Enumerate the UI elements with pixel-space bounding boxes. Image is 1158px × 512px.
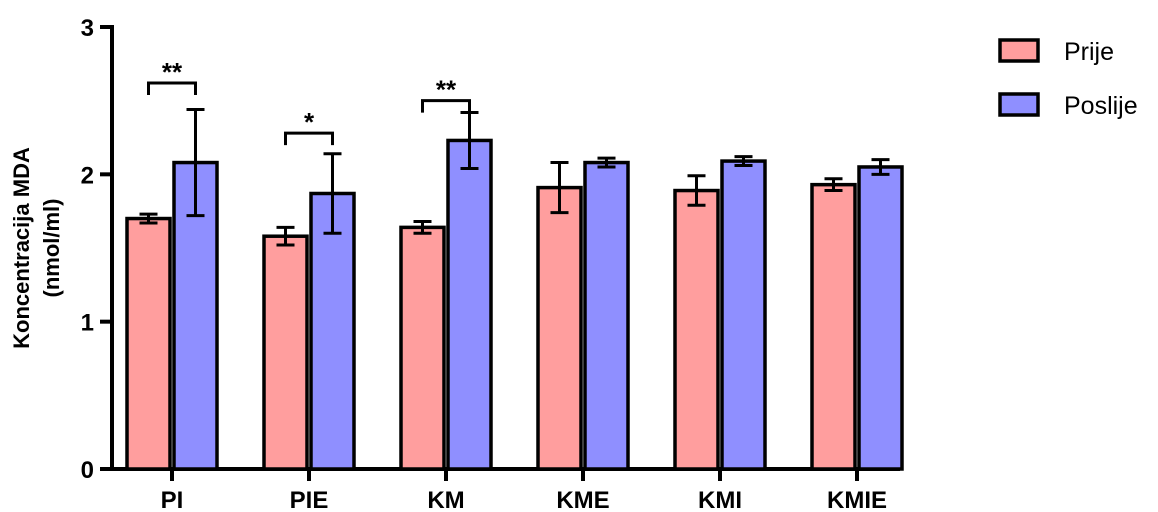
bar-poslije [446, 138, 493, 471]
bar-prije [810, 182, 857, 471]
significance-label: * [304, 107, 315, 137]
significance-bracket [421, 99, 471, 113]
significance-label: ** [162, 57, 183, 87]
x-tick-label: KME [556, 487, 609, 512]
x-tick-label: KM [427, 487, 464, 512]
x-tick-label: KMIE [827, 487, 887, 512]
significance-bracket [147, 81, 197, 95]
legend-swatch-prije [998, 38, 1040, 63]
axes: 0 1 2 3 PI PIE KM KME KMI KMIE [81, 15, 900, 512]
significance-bracket [284, 131, 334, 146]
bar-poslije [720, 159, 767, 471]
bar-prije [262, 234, 309, 471]
legend-swatch-poslije [998, 92, 1040, 117]
bar-prije [536, 185, 583, 471]
x-tick-label: KMI [698, 487, 742, 512]
legend-label-prije: Prije [1064, 38, 1114, 66]
y-tick-label: 3 [81, 15, 94, 42]
y-axis-title-line-1: Koncentracija MDA [9, 147, 34, 349]
bar-prije [399, 225, 446, 471]
y-tick-label: 2 [81, 162, 94, 189]
x-tick-label: PIE [290, 487, 329, 512]
legend-label-poslije: Poslije [1064, 92, 1138, 120]
y-tick-label: 1 [81, 310, 94, 337]
y-tick-label: 0 [81, 457, 94, 484]
bar-prije [125, 216, 172, 471]
x-tick-label: PI [161, 487, 184, 512]
significance-brackets: ***** [147, 57, 471, 146]
y-axis-title-line-2: (nmol/ml) [39, 199, 64, 298]
legend: Prije Poslije [998, 38, 1138, 120]
bar-poslije [857, 165, 904, 471]
bar-poslije [583, 160, 630, 471]
significance-label: ** [436, 75, 457, 105]
bar-poslije [309, 191, 356, 471]
bar-prije [673, 188, 720, 471]
bars [125, 108, 904, 471]
y-axis-title: Koncentracija MDA (nmol/ml) [9, 147, 64, 349]
